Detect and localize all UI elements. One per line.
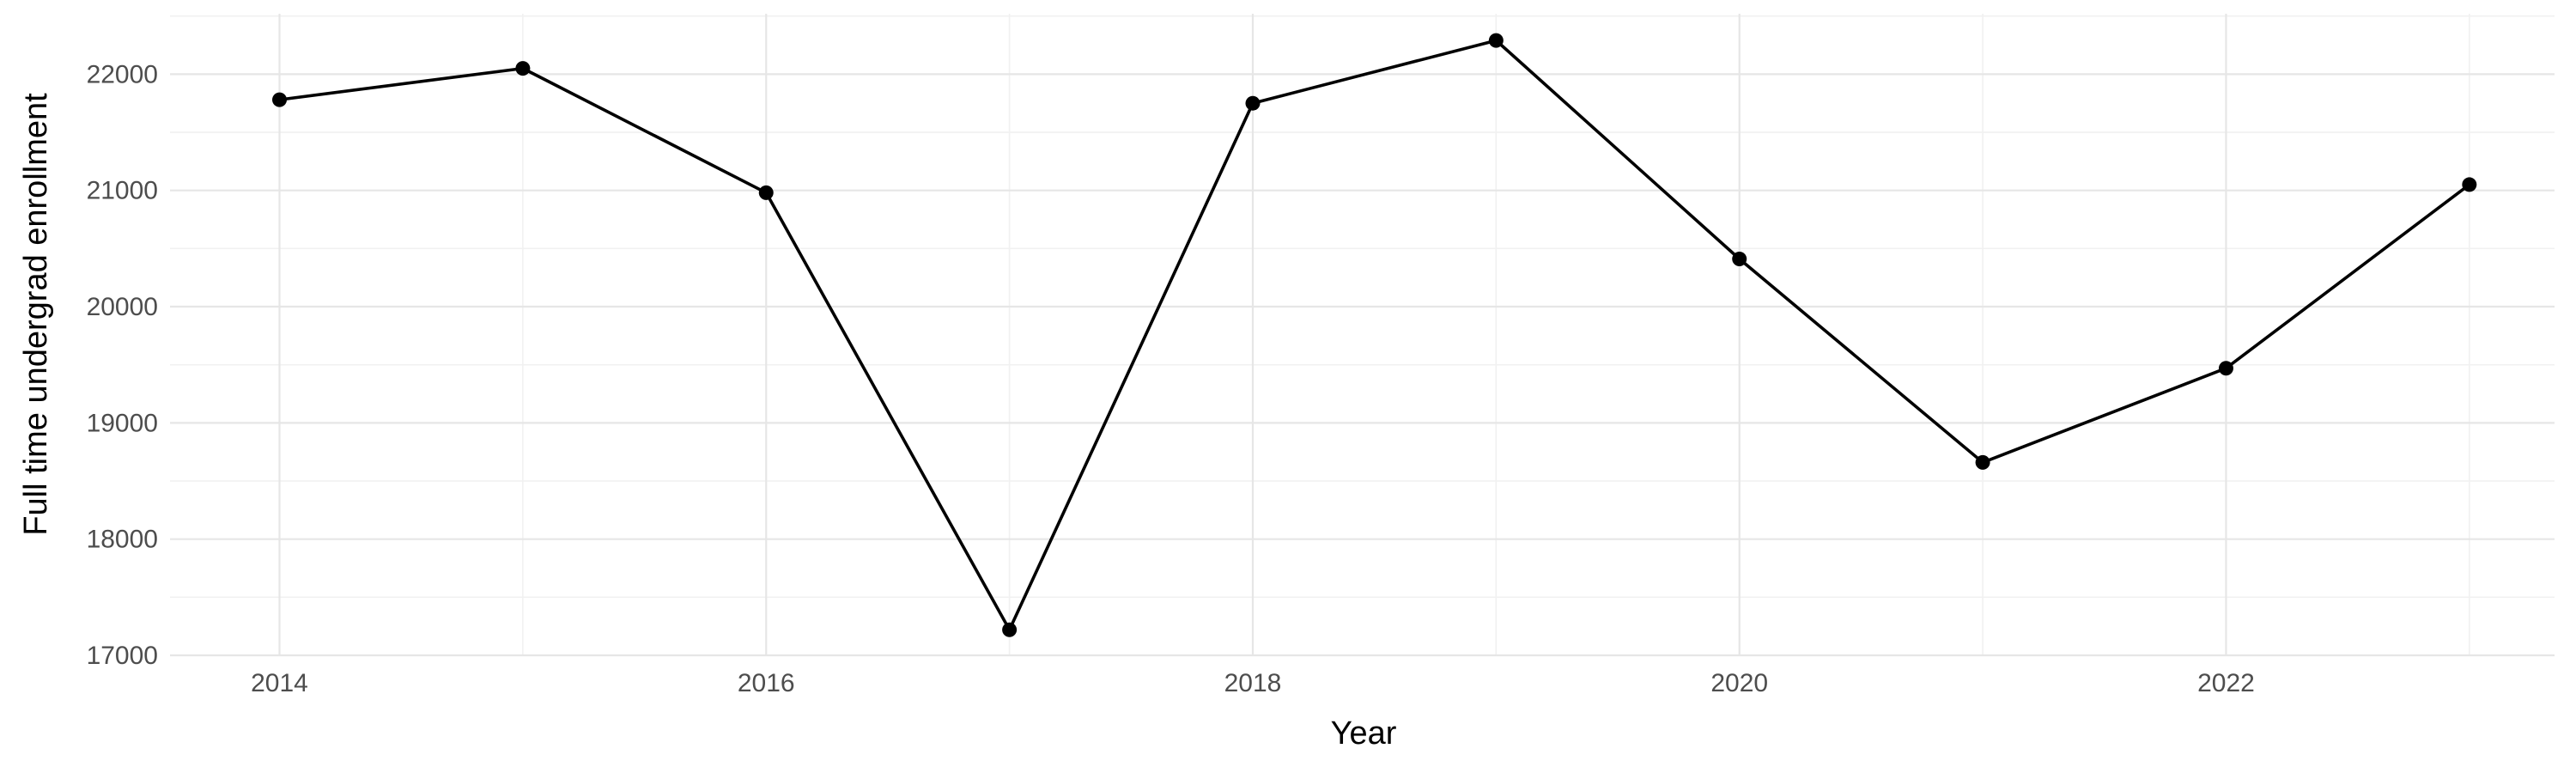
data-point	[1975, 454, 1990, 470]
y-tick-label: 20000	[87, 293, 158, 321]
data-point	[2218, 361, 2233, 376]
y-tick-label: 17000	[87, 642, 158, 670]
x-tick-label: 2014	[251, 669, 308, 697]
y-tick-label: 21000	[87, 177, 158, 205]
data-point	[515, 61, 531, 76]
y-tick-label: 19000	[87, 409, 158, 437]
y-axis-title: Full time undergrad enrollment	[18, 93, 54, 536]
data-point	[1488, 33, 1504, 48]
data-point	[2462, 177, 2477, 192]
grid	[170, 14, 2555, 657]
data-point	[1002, 622, 1018, 637]
y-tick-label: 18000	[87, 526, 158, 554]
data-point	[272, 92, 288, 107]
data-point	[758, 185, 774, 200]
y-axis-ticks: 17000 18000 19000 20000 21000 22000	[87, 60, 158, 670]
x-tick-label: 2016	[738, 669, 795, 697]
x-axis-ticks: 2014 2016 2018 2020 2022	[251, 669, 2255, 697]
x-tick-label: 2020	[1710, 669, 1768, 697]
x-axis-title: Year	[1331, 715, 1397, 752]
data-points	[272, 33, 2477, 637]
data-point	[1245, 95, 1261, 111]
series-line	[279, 39, 2470, 631]
x-tick-label: 2018	[1224, 669, 1282, 697]
y-tick-label: 22000	[87, 60, 158, 88]
x-tick-label: 2022	[2197, 669, 2255, 697]
data-point	[1732, 252, 1747, 267]
